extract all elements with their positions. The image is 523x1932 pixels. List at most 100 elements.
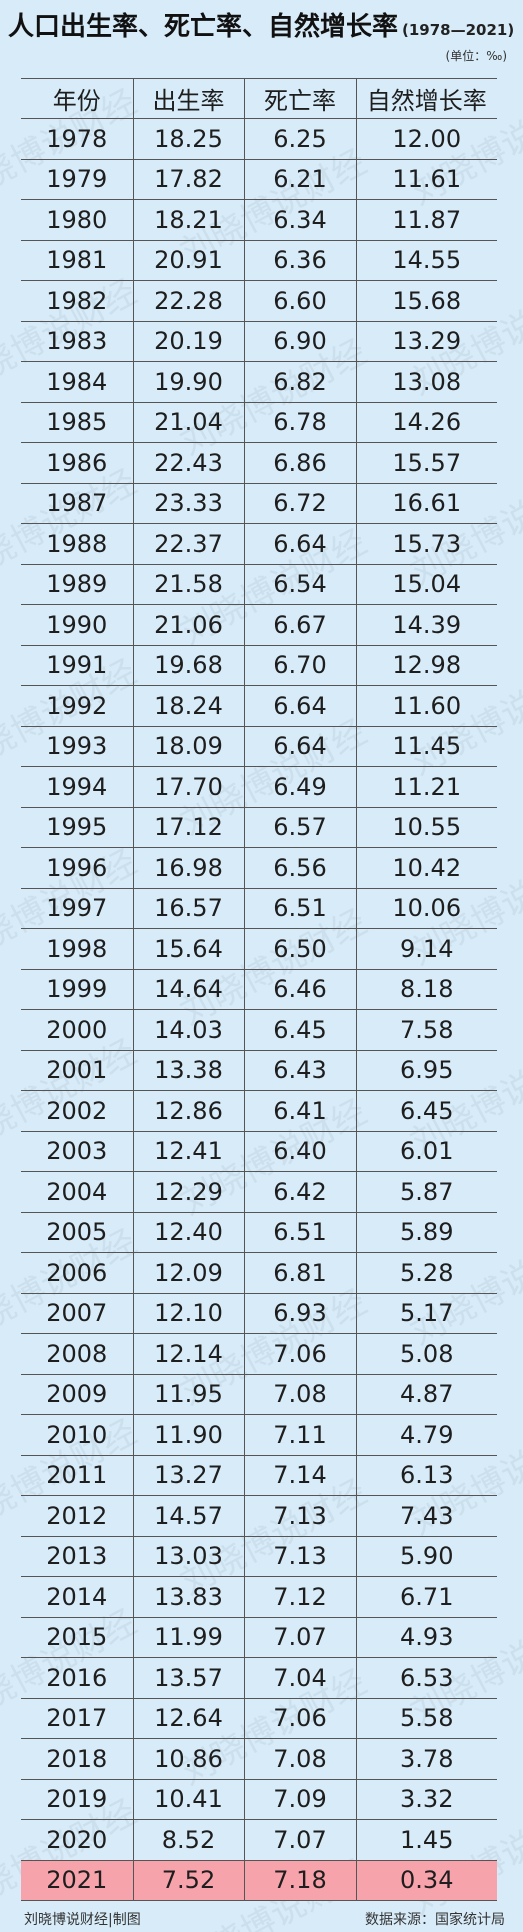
year-cell: 2004 xyxy=(21,1171,133,1213)
page-title: 人口出生率、死亡率、自然增长率 xyxy=(8,12,399,42)
birth-rate-cell: 12.09 xyxy=(132,1252,244,1294)
death-rate-cell: 7.13 xyxy=(243,1535,356,1577)
natural-growth-cell: 9.14 xyxy=(355,928,497,970)
birth-rate-cell: 17.12 xyxy=(132,806,244,848)
table-row: 1978 18.25 6.25 12.00 xyxy=(21,118,497,160)
natural-growth-cell: 5.87 xyxy=(355,1171,497,1213)
year-cell: 1987 xyxy=(21,482,133,524)
year-cell: 2001 xyxy=(21,1049,133,1091)
natural-growth-cell: 15.04 xyxy=(355,563,497,605)
birth-rate-cell: 12.40 xyxy=(132,1211,244,1253)
death-rate-cell: 6.72 xyxy=(243,482,356,524)
unit-label: (单位：‰) xyxy=(445,49,507,63)
natural-growth-cell: 15.68 xyxy=(355,280,497,322)
natural-growth-cell: 6.45 xyxy=(355,1090,497,1132)
birth-rate-cell: 18.25 xyxy=(132,118,244,160)
natural-growth-cell: 14.26 xyxy=(355,401,497,443)
death-rate-cell: 6.41 xyxy=(243,1090,356,1132)
death-rate-cell: 7.11 xyxy=(243,1414,356,1456)
table-header-row: 年份 出生率 死亡率 自然增长率 xyxy=(21,78,497,119)
death-rate-cell: 6.43 xyxy=(243,1049,356,1091)
year-cell: 2003 xyxy=(21,1130,133,1172)
table-row: 2020 8.52 7.07 1.45 xyxy=(21,1819,497,1861)
birth-rate-cell: 18.09 xyxy=(132,725,244,767)
year-cell: 1991 xyxy=(21,644,133,686)
death-rate-cell: 6.57 xyxy=(243,806,356,848)
table-row: 2016 13.57 7.04 6.53 xyxy=(21,1657,497,1699)
year-cell: 2015 xyxy=(21,1616,133,1658)
death-rate-cell: 7.07 xyxy=(243,1616,356,1658)
birth-rate-cell: 17.82 xyxy=(132,158,244,200)
table-row: 1993 18.09 6.64 11.45 xyxy=(21,725,497,767)
death-rate-cell: 6.54 xyxy=(243,563,356,605)
death-rate-cell: 6.90 xyxy=(243,320,356,362)
table-row: 1984 19.90 6.82 13.08 xyxy=(21,361,497,403)
year-cell: 1992 xyxy=(21,685,133,727)
table-row: 2011 13.27 7.14 6.13 xyxy=(21,1454,497,1496)
death-rate-cell: 6.70 xyxy=(243,644,356,686)
table-row: 1988 22.37 6.64 15.73 xyxy=(21,523,497,565)
table-row: 2010 11.90 7.11 4.79 xyxy=(21,1414,497,1456)
birth-rate-cell: 20.91 xyxy=(132,239,244,281)
year-cell: 1997 xyxy=(21,887,133,929)
death-rate-cell: 7.14 xyxy=(243,1454,356,1496)
table-row: 2018 10.86 7.08 3.78 xyxy=(21,1738,497,1780)
natural-growth-cell: 6.53 xyxy=(355,1657,497,1699)
birth-rate-cell: 15.64 xyxy=(132,928,244,970)
year-cell: 2006 xyxy=(21,1252,133,1294)
table-row: 1995 17.12 6.57 10.55 xyxy=(21,806,497,848)
year-cell: 2005 xyxy=(21,1211,133,1253)
natural-growth-cell: 10.42 xyxy=(355,847,497,889)
death-rate-cell: 6.34 xyxy=(243,199,356,241)
natural-growth-cell: 6.13 xyxy=(355,1454,497,1496)
death-rate-cell: 6.93 xyxy=(243,1292,356,1334)
natural-growth-cell: 7.43 xyxy=(355,1495,497,1537)
birth-rate-cell: 7.52 xyxy=(132,1859,244,1901)
natural-growth-cell: 12.00 xyxy=(355,118,497,160)
birth-rate-cell: 13.27 xyxy=(132,1454,244,1496)
birth-rate-cell: 12.86 xyxy=(132,1090,244,1132)
source-text: 数据来源：国家统计局 xyxy=(365,1912,505,1928)
natural-growth-cell: 15.57 xyxy=(355,442,497,484)
natural-growth-cell: 10.06 xyxy=(355,887,497,929)
natural-growth-cell: 6.01 xyxy=(355,1130,497,1172)
table-row: 1979 17.82 6.21 11.61 xyxy=(21,158,497,200)
birth-rate-cell: 22.37 xyxy=(132,523,244,565)
year-cell: 1985 xyxy=(21,401,133,443)
birth-rate-cell: 14.64 xyxy=(132,968,244,1010)
natural-growth-cell: 11.45 xyxy=(355,725,497,767)
birth-rate-cell: 18.21 xyxy=(132,199,244,241)
birth-rate-cell: 12.10 xyxy=(132,1292,244,1334)
natural-growth-cell: 6.95 xyxy=(355,1049,497,1091)
birth-rate-cell: 10.86 xyxy=(132,1738,244,1780)
death-rate-cell: 7.09 xyxy=(243,1778,356,1820)
natural-growth-cell: 5.08 xyxy=(355,1333,497,1375)
table-row: 1985 21.04 6.78 14.26 xyxy=(21,401,497,443)
data-table: 年份 出生率 死亡率 自然增长率 1978 18.25 6.25 12.00 1979 17.8… xyxy=(21,78,497,1901)
title-row: 人口出生率、死亡率、自然增长率 (1978—2021) xyxy=(8,6,515,42)
table-row: 2006 12.09 6.81 5.28 xyxy=(21,1252,497,1294)
year-cell: 1981 xyxy=(21,239,133,281)
natural-growth-cell: 11.61 xyxy=(355,158,497,200)
death-rate-cell: 6.51 xyxy=(243,887,356,929)
natural-growth-cell: 4.93 xyxy=(355,1616,497,1658)
column-header: 死亡率 xyxy=(243,78,356,119)
year-cell: 2017 xyxy=(21,1697,133,1739)
natural-growth-cell: 4.87 xyxy=(355,1373,497,1415)
death-rate-cell: 6.67 xyxy=(243,604,356,646)
natural-growth-cell: 6.71 xyxy=(355,1576,497,1618)
death-rate-cell: 7.06 xyxy=(243,1333,356,1375)
birth-rate-cell: 23.33 xyxy=(132,482,244,524)
table-row: 1997 16.57 6.51 10.06 xyxy=(21,887,497,929)
table-row: 1987 23.33 6.72 16.61 xyxy=(21,482,497,524)
death-rate-cell: 7.13 xyxy=(243,1495,356,1537)
birth-rate-cell: 16.57 xyxy=(132,887,244,929)
table-row: 2007 12.10 6.93 5.17 xyxy=(21,1292,497,1334)
death-rate-cell: 7.07 xyxy=(243,1819,356,1861)
death-rate-cell: 6.36 xyxy=(243,239,356,281)
year-cell: 2016 xyxy=(21,1657,133,1699)
year-cell: 1979 xyxy=(21,158,133,200)
death-rate-cell: 6.42 xyxy=(243,1171,356,1213)
natural-growth-cell: 8.18 xyxy=(355,968,497,1010)
